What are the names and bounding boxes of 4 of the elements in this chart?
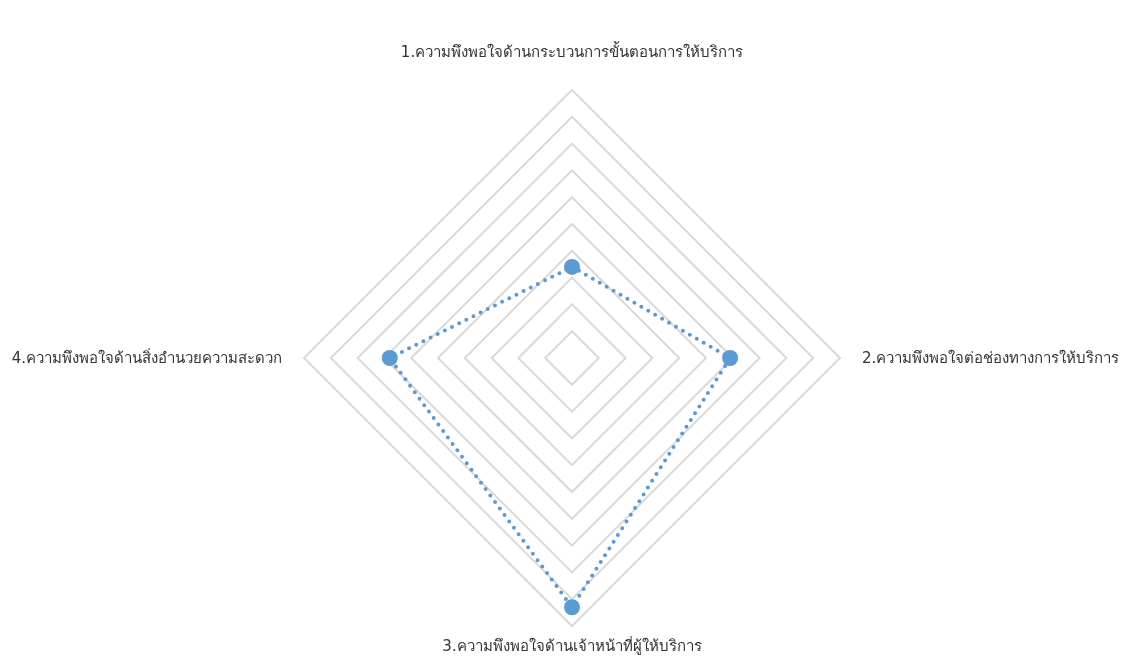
spoke-label: 2.ความพึงพอใจต่อช่องทางการให้บริการ xyxy=(862,348,1120,367)
spoke-label: 4.ความพึงพอใจด้านสิ่งอำนวยความสะดวก xyxy=(11,346,282,367)
spoke-label: 1.ความพึงพอใจด้านกระบวนการขั้นตอนการให้บริการ xyxy=(400,40,744,61)
spoke-label: 3.ความพึงพอใจด้านเจ้าหน้าที่ผู้ให้บริการ xyxy=(442,634,702,655)
